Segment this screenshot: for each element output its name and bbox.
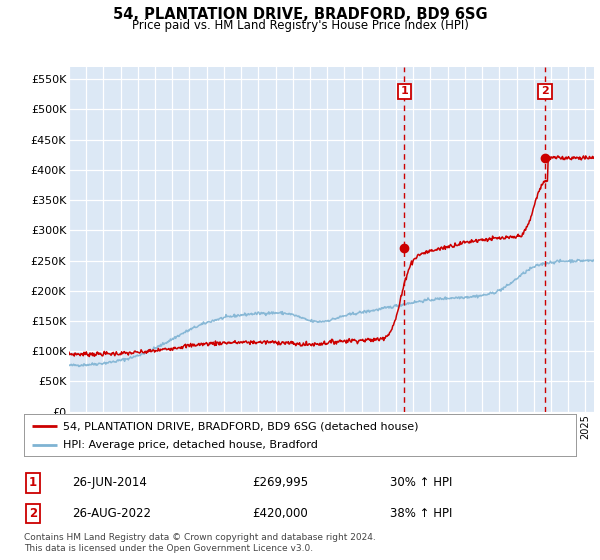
- Text: 1: 1: [29, 476, 37, 489]
- Text: 26-AUG-2022: 26-AUG-2022: [72, 507, 151, 520]
- Text: £269,995: £269,995: [252, 476, 308, 489]
- Text: 2: 2: [29, 507, 37, 520]
- Text: 54, PLANTATION DRIVE, BRADFORD, BD9 6SG: 54, PLANTATION DRIVE, BRADFORD, BD9 6SG: [113, 7, 487, 22]
- Text: 54, PLANTATION DRIVE, BRADFORD, BD9 6SG (detached house): 54, PLANTATION DRIVE, BRADFORD, BD9 6SG …: [62, 421, 418, 431]
- Text: HPI: Average price, detached house, Bradford: HPI: Average price, detached house, Brad…: [62, 440, 317, 450]
- Text: 26-JUN-2014: 26-JUN-2014: [72, 476, 147, 489]
- Text: £420,000: £420,000: [252, 507, 308, 520]
- Text: 2: 2: [541, 86, 549, 96]
- Text: 30% ↑ HPI: 30% ↑ HPI: [390, 476, 452, 489]
- Text: Contains HM Land Registry data © Crown copyright and database right 2024.
This d: Contains HM Land Registry data © Crown c…: [24, 533, 376, 553]
- Text: Price paid vs. HM Land Registry's House Price Index (HPI): Price paid vs. HM Land Registry's House …: [131, 19, 469, 32]
- Text: 1: 1: [401, 86, 409, 96]
- Text: 38% ↑ HPI: 38% ↑ HPI: [390, 507, 452, 520]
